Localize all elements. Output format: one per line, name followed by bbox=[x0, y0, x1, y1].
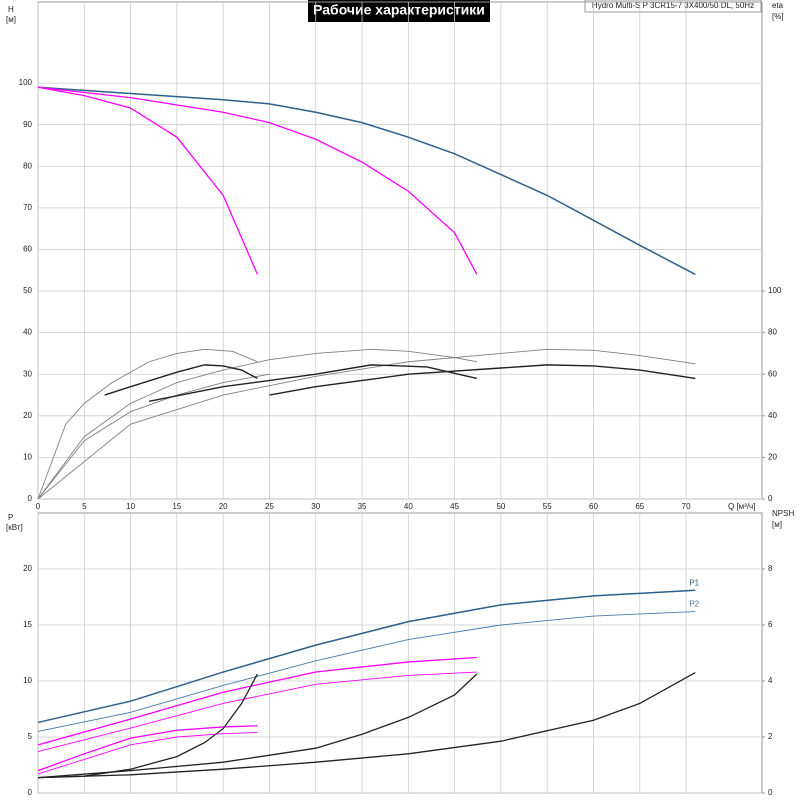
y2-tick-label: 0 bbox=[768, 494, 773, 503]
curve-label: P1 bbox=[689, 578, 699, 587]
y-tick-label: 60 bbox=[23, 245, 32, 254]
curve-label: P2 bbox=[689, 600, 699, 609]
y-tick-label: 0 bbox=[28, 788, 33, 797]
curve bbox=[37, 348, 258, 500]
y-axis-unit: [м] bbox=[6, 15, 16, 24]
curve bbox=[37, 671, 477, 752]
x-tick-label: 20 bbox=[219, 502, 228, 511]
y2-tick-label: 6 bbox=[768, 620, 773, 629]
x-tick-label: 50 bbox=[496, 502, 505, 511]
x-tick-label: 10 bbox=[126, 502, 135, 511]
y2-tick-label: 4 bbox=[768, 676, 773, 685]
x-tick-label: 45 bbox=[450, 502, 459, 511]
y-tick-label: 80 bbox=[23, 161, 32, 170]
curve bbox=[37, 725, 258, 772]
x-tick-label: 70 bbox=[682, 502, 691, 511]
plot-frame bbox=[37, 512, 763, 794]
y-tick-label: 70 bbox=[23, 203, 32, 212]
model-box bbox=[584, 0, 762, 13]
x-tick-label: 15 bbox=[172, 502, 181, 511]
curve bbox=[37, 86, 696, 276]
x-tick-label: 60 bbox=[589, 502, 598, 511]
curve bbox=[37, 673, 258, 779]
y2-axis-unit: [м] bbox=[772, 520, 782, 529]
curve bbox=[37, 672, 696, 779]
y2-axis-label: eta bbox=[772, 1, 784, 10]
curve bbox=[37, 373, 270, 500]
y-axis-unit: [кВт] bbox=[6, 523, 23, 532]
x-tick-label: 55 bbox=[543, 502, 552, 511]
title-box bbox=[308, 0, 490, 22]
curve bbox=[269, 364, 696, 396]
y-tick-label: 0 bbox=[28, 494, 33, 503]
y2-tick-label: 80 bbox=[768, 328, 777, 337]
y-axis-label: P bbox=[8, 513, 13, 522]
y-tick-label: 5 bbox=[28, 732, 33, 741]
y2-axis-unit: [%] bbox=[772, 12, 784, 21]
curve bbox=[37, 589, 696, 724]
y2-tick-label: 8 bbox=[768, 564, 773, 573]
curve bbox=[37, 86, 478, 275]
y2-tick-label: 2 bbox=[768, 732, 773, 741]
y-tick-label: 100 bbox=[19, 78, 33, 87]
chart-title: Рабочие характеристики bbox=[313, 2, 485, 18]
y2-tick-label: 20 bbox=[768, 453, 777, 462]
curve bbox=[148, 364, 478, 402]
curve bbox=[37, 673, 478, 779]
y2-tick-label: 60 bbox=[768, 369, 777, 378]
y-tick-label: 40 bbox=[23, 328, 32, 337]
x-tick-label: 25 bbox=[265, 502, 274, 511]
x-tick-label: 5 bbox=[82, 502, 87, 511]
y2-tick-label: 100 bbox=[768, 286, 782, 295]
x-axis-label: Q [м³/ч] bbox=[728, 502, 755, 511]
curve bbox=[104, 364, 258, 396]
curve bbox=[37, 348, 696, 500]
y-tick-label: 90 bbox=[23, 120, 32, 129]
model-label: Hydro Multi-S P 3CR15-7 3X400/50 DL, 50H… bbox=[592, 1, 754, 10]
y-tick-label: 20 bbox=[23, 564, 32, 573]
x-tick-label: 65 bbox=[635, 502, 644, 511]
plot-frame bbox=[37, 1, 763, 500]
y-tick-label: 50 bbox=[23, 286, 32, 295]
y-tick-label: 20 bbox=[23, 411, 32, 420]
curve bbox=[37, 656, 477, 746]
y-tick-label: 30 bbox=[23, 369, 32, 378]
x-tick-label: 0 bbox=[36, 502, 41, 511]
y2-tick-label: 0 bbox=[768, 788, 773, 797]
x-tick-label: 40 bbox=[404, 502, 413, 511]
y-tick-label: 10 bbox=[23, 453, 32, 462]
y2-tick-label: 40 bbox=[768, 411, 777, 420]
y-axis-label: H bbox=[8, 5, 14, 14]
y-tick-label: 15 bbox=[23, 620, 32, 629]
curve bbox=[37, 611, 696, 732]
curve bbox=[37, 86, 259, 275]
y-tick-label: 10 bbox=[23, 676, 32, 685]
y2-axis-label: NPSH bbox=[772, 509, 794, 518]
curve bbox=[37, 348, 477, 500]
x-tick-label: 35 bbox=[358, 502, 367, 511]
curve bbox=[37, 732, 258, 775]
x-tick-label: 30 bbox=[311, 502, 320, 511]
